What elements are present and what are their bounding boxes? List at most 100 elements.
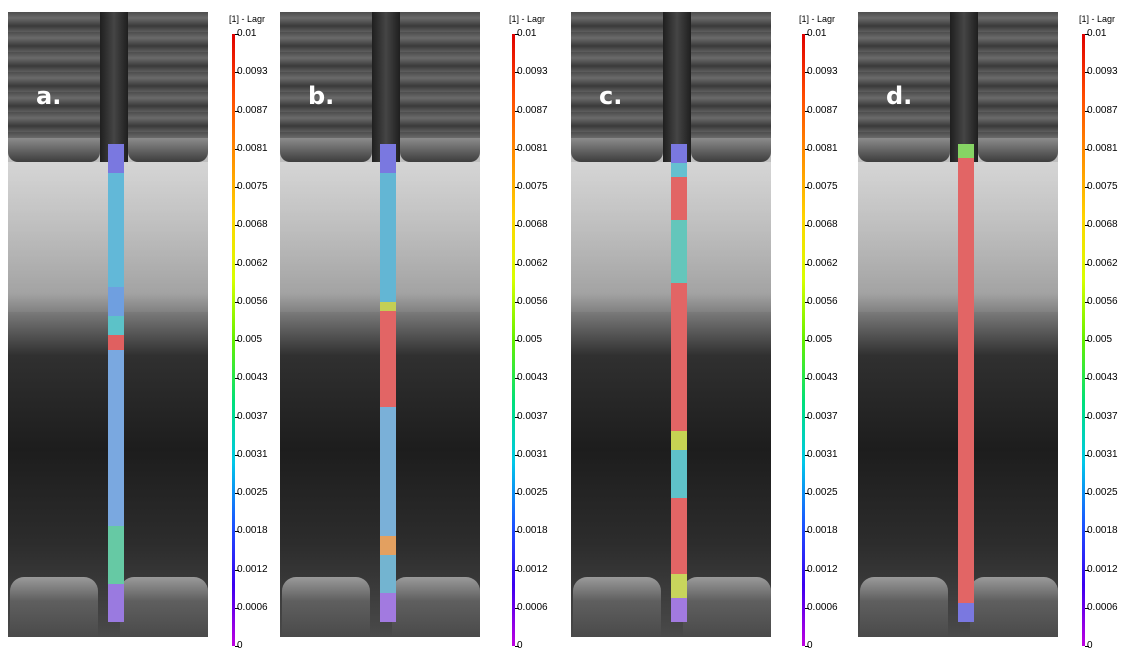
upper-grip-gap: [372, 12, 400, 162]
colorbar-tick: [235, 187, 239, 188]
specimen-strain-map: [380, 144, 396, 622]
lower-grip-right: [392, 577, 480, 637]
colorbar-tick: [1085, 34, 1089, 35]
colorbar-tick-label: 0.0075: [517, 181, 548, 192]
colorbar-tick: [805, 110, 809, 112]
strain-segment: [671, 177, 687, 221]
specimen-strain-map: [958, 144, 974, 622]
colorbar-tick-label: 0.0068: [237, 219, 268, 231]
upper-grip-gap: [950, 12, 978, 162]
colorbar-tick-label: 0.0087: [807, 104, 838, 116]
panel-c: c. [1] - Lagr 0.01 0.0093 0.0087 0.0081 0.00…: [571, 0, 858, 651]
panel-a: a. [1] - Lagr 0.01 0.0093 0.0087 0.0081 0.00…: [8, 0, 280, 651]
colorbar-tick: [515, 187, 519, 188]
colorbar-tick-label: 0.0093: [807, 66, 838, 78]
colorbar-tick-label: 0.005: [1087, 334, 1113, 345]
colorbar-tick-label: 0.01: [517, 28, 537, 39]
colorbar-tick-label: 0.0031: [807, 448, 838, 460]
colorbar-tick-label: 0.0081: [807, 142, 838, 154]
colorbar-tick: [235, 72, 239, 74]
strain-segment: [380, 301, 396, 312]
panel-d: d. [1] - Lagr 0.01 0.0093 0.0087 0.0081 0.00…: [858, 0, 1128, 651]
colorbar-header: [1] - Lagr: [229, 14, 266, 24]
colorbar-tick-label: 0.0093: [517, 66, 548, 78]
colorbar-tick-label: 0.0062: [517, 257, 548, 269]
colorbar-tick-label: 0.01: [237, 28, 257, 39]
lower-grip-right: [683, 577, 771, 637]
upper-grip-left: [571, 12, 663, 162]
strain-segment: [671, 163, 687, 178]
colorbar-tick-label: 0.0087: [1087, 104, 1118, 116]
colorbar-tick: [805, 493, 809, 494]
colorbar-tick: [235, 34, 239, 35]
colorbar-tick-label: 0.0012: [807, 563, 838, 575]
colorbar-tick: [805, 34, 809, 35]
colorbar-tick: [515, 110, 519, 112]
colorbar-tick: [235, 225, 239, 227]
colorbar-tick-label: 0.0037: [237, 410, 268, 422]
specimen-photo: b.: [280, 12, 480, 637]
upper-grip-gap: [663, 12, 691, 162]
specimen-strain-map: [671, 144, 687, 622]
colorbar-tick-label: 0.0087: [237, 104, 268, 116]
colorbar-tick-label: 0.0056: [1087, 295, 1118, 307]
colorbar-tick: [235, 493, 239, 494]
colorbar-tick: [515, 148, 519, 150]
colorbar-tick: [515, 454, 519, 456]
panel-label: b.: [308, 82, 335, 110]
colorbar-tick: [805, 607, 809, 609]
colorbar-tick: [1085, 340, 1089, 341]
colorbar-tick: [1085, 110, 1089, 112]
colorbar-gradient: [512, 34, 515, 646]
colorbar-tick: [515, 531, 519, 533]
strain-segment: [380, 406, 396, 536]
strain-segment: [380, 555, 396, 594]
strain-segment: [380, 144, 396, 173]
colorbar-tick: [1085, 493, 1089, 494]
colorbar-tick-label: 0.0025: [1087, 487, 1118, 498]
colorbar-tick: [235, 148, 239, 150]
upper-grip-right: [128, 12, 208, 162]
colorbar-tick: [805, 301, 809, 303]
strain-segment: [671, 220, 687, 283]
colorbar-tick: [515, 493, 519, 494]
colorbar-tick: [235, 340, 239, 341]
colorbar-tick-label: 0.0081: [1087, 142, 1118, 154]
colorbar-tick: [515, 301, 519, 303]
colorbar-tick-label: 0.0043: [807, 372, 838, 384]
colorbar-tick-label: 0.0037: [807, 410, 838, 422]
colorbar-tick-label: 0.0062: [237, 257, 268, 269]
panel-label: d.: [886, 82, 913, 110]
colorbar-tick: [515, 378, 519, 380]
strain-segment: [108, 335, 124, 350]
colorbar-tick-label: 0.0056: [237, 295, 268, 307]
panel-label: c.: [599, 82, 623, 110]
strain-segment: [671, 430, 687, 450]
colorbar: [1] - Lagr 0.01 0.0093 0.0087 0.0081 0.0075 0…: [229, 14, 277, 651]
colorbar-tick: [1085, 301, 1089, 303]
colorbar-tick-label: 0.0018: [807, 525, 838, 537]
upper-grip-left: [280, 12, 372, 162]
colorbar: [1] - Lagr 0.01 0.0093 0.0087 0.0081 0.0075 0…: [509, 14, 557, 651]
colorbar-tick-label: 0.0093: [1087, 66, 1118, 78]
upper-grip-right: [691, 12, 771, 162]
colorbar-tick: [515, 607, 519, 609]
colorbar-tick-label: 0.0018: [517, 525, 548, 537]
colorbar-tick: [805, 569, 809, 571]
colorbar-tick: [1085, 187, 1089, 188]
strain-segment: [671, 598, 687, 622]
upper-grip-left: [8, 12, 100, 162]
strain-segment: [380, 311, 396, 407]
colorbar-tick-label: 0.0025: [237, 487, 268, 498]
colorbar-tick-label: 0.0062: [1087, 257, 1118, 269]
lower-grip-right: [120, 577, 208, 637]
colorbar-tick-label: 0.0075: [1087, 181, 1118, 192]
specimen-photo: c.: [571, 12, 771, 637]
strain-segment: [108, 144, 124, 173]
strain-segment: [108, 172, 124, 288]
strain-segment: [671, 144, 687, 164]
colorbar-header: [1] - Lagr: [1079, 14, 1116, 24]
colorbar-tick: [1085, 569, 1089, 571]
colorbar-tick-label: 0.005: [517, 334, 543, 345]
colorbar-tick: [805, 454, 809, 456]
